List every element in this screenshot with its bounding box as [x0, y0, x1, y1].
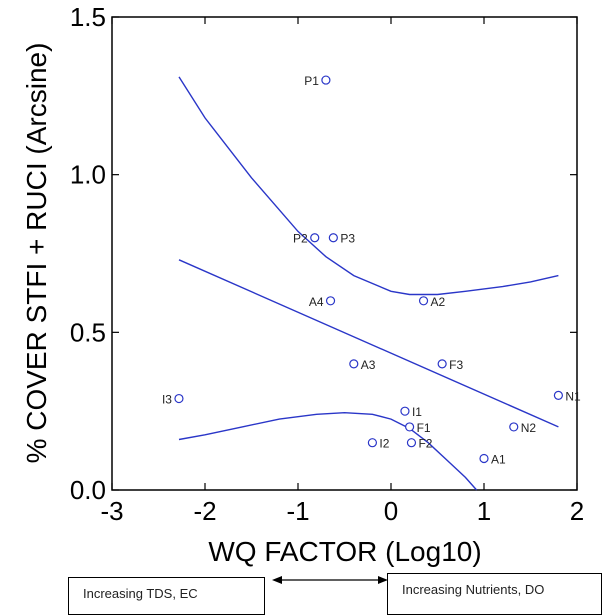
increasing-nutrients-do-label: Increasing Nutrients, DO	[402, 582, 545, 597]
point-label: P1	[304, 74, 319, 88]
data-point	[509, 422, 519, 432]
data-point	[367, 438, 377, 448]
x-tick-label: -3	[100, 496, 123, 526]
double-arrow	[272, 576, 388, 584]
points: P1 P2 P3 A4 A2 A3 F3 I3 N1 I1 F1 N2 I2 F2 A1	[162, 74, 581, 466]
y-axis-label: % COVER STFI + RUCI (Arcsine)	[21, 43, 52, 464]
lower-confidence-band	[178, 411, 478, 491]
point-label: I3	[162, 393, 172, 407]
upper-confidence-band	[178, 76, 559, 296]
axes	[111, 16, 578, 491]
data-point	[418, 296, 429, 306]
point-label: N2	[521, 421, 537, 435]
arrow-head-right	[378, 576, 388, 584]
data-point	[310, 233, 320, 243]
x-axis-label: WQ FACTOR (Log10)	[208, 536, 481, 567]
x-tick-label: -2	[193, 496, 216, 526]
point-label: N1	[565, 389, 581, 403]
increasing-tds-ec-box: Increasing TDS, EC	[68, 577, 265, 615]
point-label: A1	[491, 452, 506, 466]
point-label: F2	[418, 437, 432, 451]
x-tick-label: 2	[570, 496, 584, 526]
point-label: P3	[340, 232, 355, 246]
data-point	[321, 75, 331, 85]
point-label: I1	[412, 405, 422, 419]
x-tick-label: 1	[477, 496, 491, 526]
y-tick-label: 0.5	[70, 317, 106, 347]
data-point	[553, 390, 564, 400]
data-point	[349, 359, 359, 369]
plot-frame	[111, 16, 578, 491]
arrow-head-left	[272, 576, 282, 584]
data-point	[325, 296, 336, 306]
y-tick-label: 1.0	[70, 160, 106, 190]
point-label: F3	[449, 358, 463, 372]
y-tick-label: 1.5	[70, 2, 106, 32]
point-label: A4	[309, 295, 324, 309]
point-label: A3	[361, 358, 376, 372]
data-point	[328, 233, 338, 243]
point-label: P2	[293, 232, 308, 246]
curves	[178, 76, 559, 491]
point-label: I2	[379, 437, 389, 451]
data-point	[400, 406, 410, 416]
regression-line	[178, 259, 559, 428]
increasing-tds-ec-label: Increasing TDS, EC	[83, 586, 198, 601]
x-tick-label: 0	[384, 496, 398, 526]
increasing-nutrients-do-box: Increasing Nutrients, DO	[387, 573, 602, 615]
data-point	[405, 422, 415, 432]
x-tick-label: -1	[286, 496, 309, 526]
data-point	[437, 359, 447, 369]
data-point	[406, 438, 417, 448]
point-label: F1	[417, 421, 431, 435]
y-tick-label: 0.0	[70, 475, 106, 505]
point-label: A2	[431, 295, 446, 309]
data-point	[174, 393, 184, 404]
tick-labels: -3 -2 -1 0 1 2 0.0 0.5 1.0 1.5	[70, 2, 584, 526]
data-point	[479, 453, 489, 464]
